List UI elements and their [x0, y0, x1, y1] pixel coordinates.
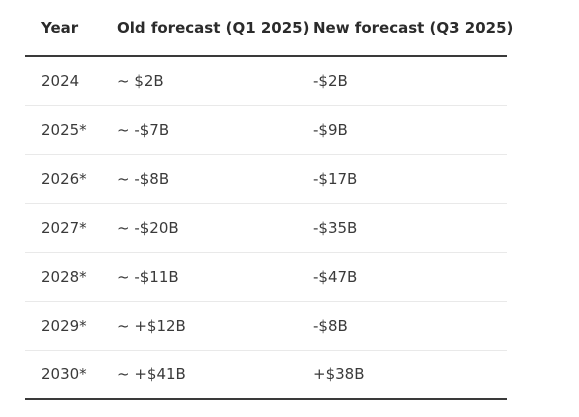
column-header-new-forecast: New forecast (Q3 2025) — [297, 0, 513, 57]
column-header-year: Year — [25, 0, 101, 57]
cell-old-forecast: ~ $2B — [101, 56, 297, 106]
cell-new-forecast: -$9B — [297, 105, 507, 155]
cell-year: 2030* — [25, 350, 101, 400]
table-row: 2029* ~ +$12B -$8B — [25, 301, 507, 351]
cell-new-forecast: -$47B — [297, 252, 507, 302]
table-row: 2026* ~ -$8B -$17B — [25, 154, 507, 204]
cell-new-forecast: -$8B — [297, 301, 507, 351]
cell-year: 2028* — [25, 252, 101, 302]
header-row: Year Old forecast (Q1 2025) New forecast… — [25, 0, 513, 57]
table-row: 2030* ~ +$41B +$38B — [25, 350, 507, 400]
cell-new-forecast: -$35B — [297, 203, 507, 253]
cell-old-forecast: ~ +$12B — [101, 301, 297, 351]
table-row: 2027* ~ -$20B -$35B — [25, 203, 507, 253]
cell-old-forecast: ~ -$8B — [101, 154, 297, 204]
cell-year: 2025* — [25, 105, 101, 155]
cell-new-forecast: +$38B — [297, 350, 507, 400]
forecast-table-container: Year Old forecast (Q1 2025) New forecast… — [25, 0, 513, 400]
column-header-old-forecast: Old forecast (Q1 2025) — [101, 0, 309, 57]
cell-old-forecast: ~ -$7B — [101, 105, 297, 155]
table-header: Year Old forecast (Q1 2025) New forecast… — [25, 0, 513, 57]
cell-new-forecast: -$17B — [297, 154, 507, 204]
cell-new-forecast: -$2B — [297, 56, 507, 106]
table-body: 2024 ~ $2B -$2B 2025* ~ -$7B -$9B 2026* … — [25, 56, 507, 400]
table-row: 2025* ~ -$7B -$9B — [25, 105, 507, 155]
cell-year: 2026* — [25, 154, 101, 204]
forecast-table: Year Old forecast (Q1 2025) New forecast… — [25, 0, 513, 400]
cell-year: 2024 — [25, 56, 101, 106]
cell-year: 2027* — [25, 203, 101, 253]
cell-year: 2029* — [25, 301, 101, 351]
cell-old-forecast: ~ -$11B — [101, 252, 297, 302]
cell-old-forecast: ~ +$41B — [101, 350, 297, 400]
cell-old-forecast: ~ -$20B — [101, 203, 297, 253]
table-row: 2024 ~ $2B -$2B — [25, 56, 507, 106]
table-row: 2028* ~ -$11B -$47B — [25, 252, 507, 302]
